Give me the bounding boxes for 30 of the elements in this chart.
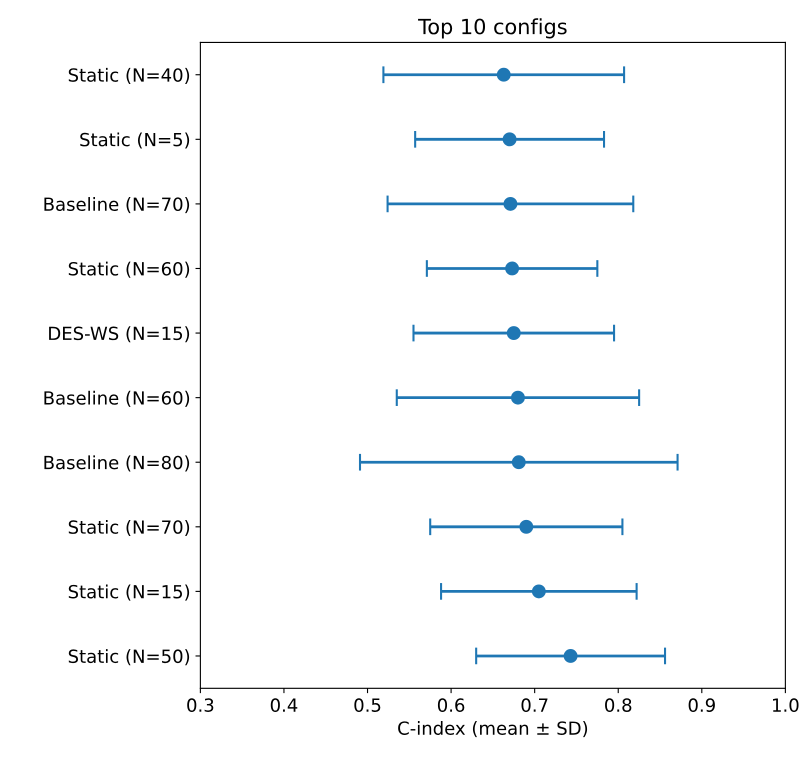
point: [506, 326, 521, 340]
x-tick-label: 0.4: [270, 698, 298, 712]
y-tick-label: Static (N=5): [80, 132, 190, 149]
point: [496, 68, 511, 82]
point: [505, 262, 520, 276]
x-tick-label: 0.5: [354, 698, 380, 712]
y-tick-label: Static (N=40): [68, 68, 190, 84]
x-tick-label: 0.3: [187, 698, 214, 712]
point: [532, 584, 546, 598]
x-tick-label: 0.9: [688, 698, 715, 712]
y-tick-label: Baseline (N=70): [44, 197, 190, 214]
y-tick-label: Static (N=50): [68, 649, 190, 666]
point: [511, 390, 525, 405]
chart-title: Top 10 configs: [418, 18, 567, 38]
x-axis-title: C-index (mean ± SD): [398, 721, 588, 738]
y-tick-label: Static (N=15): [68, 584, 190, 601]
y-tick-label: Static (N=60): [68, 262, 190, 278]
point: [503, 196, 518, 211]
y-tick-label: DES-WS (N=15): [49, 326, 190, 342]
y-tick-label: Static (N=70): [68, 520, 190, 536]
point: [502, 132, 517, 146]
y-tick-label: Baseline (N=60): [44, 390, 190, 407]
x-tick-label: 0.6: [438, 698, 464, 712]
x-tick-label: 0.7: [522, 698, 548, 712]
point: [512, 455, 526, 470]
x-tick-label: 0.8: [605, 698, 632, 712]
point: [564, 649, 578, 663]
y-tick-label: Baseline (N=80): [44, 455, 190, 472]
x-tick-label: 1.0: [773, 698, 799, 712]
point: [519, 520, 534, 534]
